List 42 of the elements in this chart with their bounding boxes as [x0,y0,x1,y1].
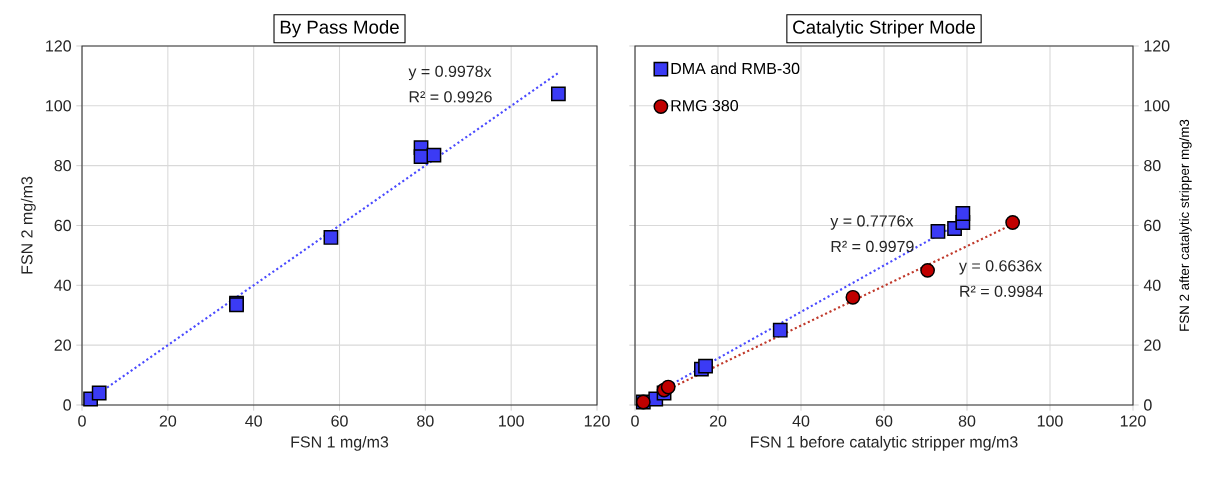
y-tick-label: 60 [54,219,71,232]
y2-axis-title: FSN 2 after catalytic stripper mg/m3 [1179,119,1192,331]
annotation: R² = 0.9984 [960,285,1043,297]
y-tick-label: 80 [54,160,71,172]
x-tick-label: 20 [159,415,177,427]
x-tick-label: 120 [584,415,610,427]
x-tick-label: 120 [1120,415,1146,427]
y-axis-title: FSN 2 mg/m3 [20,176,36,274]
annotation: y = 0.9978x [408,65,492,81]
y2-tick-label: 20 [1144,339,1161,351]
annotation: y = 0.6636x [959,260,1042,275]
y-tick-label: 20 [54,339,71,351]
annotation: R² = 0.9926 [409,91,492,103]
y2-tick-label: 40 [1143,279,1161,291]
x-tick-label: 20 [709,415,727,427]
y2-tick-label: 0 [1144,399,1152,411]
legend-label: DMA and RMB-30 [671,62,800,75]
x-tick-label: 60 [331,415,348,427]
x-tick-label: 0 [631,415,639,427]
x-axis-title: FSN 1 mg/m3 [291,435,389,451]
y2-tick-label: 60 [1144,219,1161,232]
annotation: R² = 0.9979 [831,240,914,253]
y2-tick-label: 80 [1144,160,1161,172]
x-tick-label: 80 [417,415,434,427]
y-tick-label: 120 [46,40,71,52]
annotation: y = 0.7776x [830,215,914,230]
x-tick-label: 100 [1037,415,1063,427]
x-tick-label: 0 [78,415,86,427]
x-tick-label: 40 [792,415,810,427]
chart-title: By Pass Mode [280,20,399,38]
x-axis-title: FSN 1 before catalytic stripper mg/m3 [751,435,1018,451]
x-tick-label: 40 [245,415,262,427]
y-tick-label: 40 [54,279,71,291]
y2-tick-label: 120 [1144,40,1170,52]
x-tick-label: 100 [499,415,524,427]
chart-title: Catalytic Striper Mode [793,20,975,38]
y-tick-label: 0 [63,399,71,411]
legend-label: RMG 380 [671,99,739,112]
y-tick-label: 100 [46,100,71,112]
x-tick-label: 60 [875,415,893,427]
y2-tick-label: 100 [1144,100,1170,112]
x-tick-label: 80 [958,415,976,427]
